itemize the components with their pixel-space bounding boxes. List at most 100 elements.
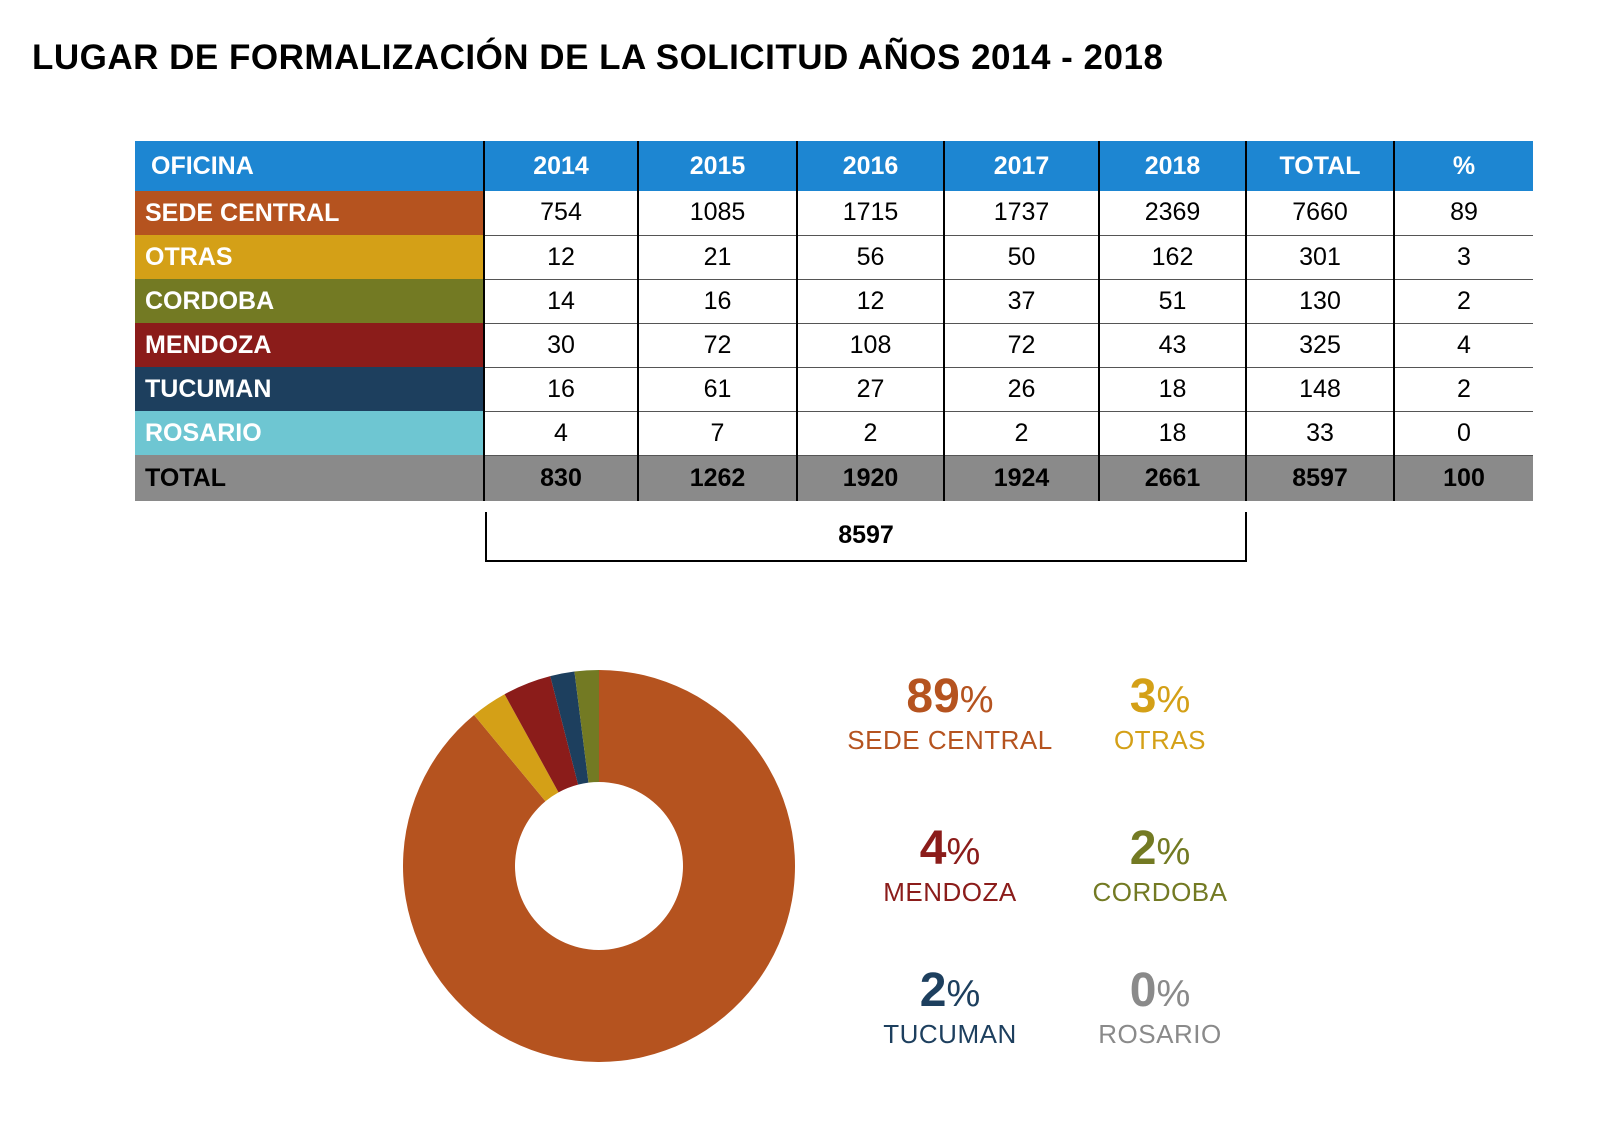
row-label: CORDOBA: [135, 279, 485, 323]
table-cell: 43: [1099, 323, 1247, 368]
table-cell: 33: [1246, 411, 1395, 456]
header-2017: 2017: [944, 141, 1100, 191]
table-cell: 18: [1099, 411, 1247, 456]
row-label: MENDOZA: [135, 323, 485, 367]
donut-slice: [504, 676, 579, 793]
table-cell: 2: [1394, 367, 1533, 412]
table-cell: 4: [1394, 323, 1533, 368]
page-title: LUGAR DE FORMALIZACIÓN DE LA SOLICITUD A…: [32, 38, 1164, 77]
table-cell: 148: [1246, 367, 1395, 412]
legend-percent-value: 2: [919, 964, 947, 1017]
row-label: SEDE CENTRAL: [135, 191, 485, 235]
table-cell: 37: [944, 279, 1100, 324]
header-2016: 2016: [797, 141, 945, 191]
donut-slice: [550, 671, 589, 785]
legend-percent-value: 3: [1129, 670, 1157, 723]
legend-label: OTRAS: [1113, 725, 1207, 755]
header-2015: 2015: [638, 141, 798, 191]
total-cell: 1924: [944, 455, 1100, 501]
header-percent: %: [1394, 141, 1533, 191]
legend-percent: 4%: [820, 824, 1080, 877]
table-cell: 21: [638, 235, 798, 280]
header-oficina: OFICINA: [135, 141, 485, 191]
legend-item: 89% SEDE CENTRAL: [820, 672, 1080, 756]
table-cell: 16: [484, 367, 639, 412]
row-label: OTRAS: [135, 235, 485, 279]
table-cell: 12: [484, 235, 639, 280]
table-row: MENDOZA 30 72 108 72 43 325 4: [135, 323, 1533, 368]
legend-percent-sign: %: [1156, 679, 1191, 721]
table-cell: 18: [1099, 367, 1247, 412]
legend-percent-sign: %: [959, 679, 994, 721]
header-2018: 2018: [1099, 141, 1247, 191]
legend-percent-sign: %: [946, 973, 981, 1015]
table-cell: 72: [944, 323, 1100, 368]
table-row: SEDE CENTRAL 754 1085 1715 1737 2369 7660 89: [135, 191, 1533, 236]
table-cell: 89: [1394, 191, 1533, 236]
table-cell: 12: [797, 279, 945, 324]
table-cell: 72: [638, 323, 798, 368]
total-cell: 2661: [1099, 455, 1247, 501]
legend-percent-value: 0: [1129, 964, 1157, 1017]
table-cell: 301: [1246, 235, 1395, 280]
table-total-row: TOTAL 830 1262 1920 1924 2661 8597 100: [135, 455, 1533, 501]
table-cell: 14: [484, 279, 639, 324]
table-row: TUCUMAN 16 61 27 26 18 148 2: [135, 367, 1533, 412]
total-cell: 8597: [1246, 455, 1395, 501]
legend-percent-sign: %: [1156, 973, 1191, 1015]
table-cell: 130: [1246, 279, 1395, 324]
legend-item: 2% CORDOBA: [1030, 824, 1290, 908]
table-row: CORDOBA 14 16 12 37 51 130 2: [135, 279, 1533, 324]
table-cell: 2: [1394, 279, 1533, 324]
table-cell: 325: [1246, 323, 1395, 368]
header-2014: 2014: [484, 141, 639, 191]
table-cell: 7: [638, 411, 798, 456]
table-row: OTRAS 12 21 56 50 162 301 3: [135, 235, 1533, 280]
donut-slice: [574, 670, 599, 783]
legend-percent-value: 89: [906, 670, 960, 723]
row-label: ROSARIO: [135, 411, 485, 455]
legend-item: 3% OTRAS: [1030, 672, 1290, 756]
legend-percent-sign: %: [1156, 831, 1191, 873]
table-cell: 2: [797, 411, 945, 456]
table-cell: 51: [1099, 279, 1247, 324]
table-cell: 754: [484, 191, 639, 236]
legend-percent: 89%: [820, 672, 1080, 725]
table-cell: 50: [944, 235, 1100, 280]
total-cell: 1920: [797, 455, 945, 501]
table-cell: 7660: [1246, 191, 1395, 236]
legend-percent: 3%: [1030, 672, 1290, 725]
legend-label: SEDE CENTRAL: [847, 725, 1053, 755]
table-cell: 30: [484, 323, 639, 368]
row-label: TUCUMAN: [135, 367, 485, 411]
table-cell: 1085: [638, 191, 798, 236]
grand-total: 8597: [485, 512, 1247, 562]
table-cell: 56: [797, 235, 945, 280]
table-cell: 108: [797, 323, 945, 368]
legend-percent: 0%: [1030, 966, 1290, 1019]
legend-item: 2% TUCUMAN: [820, 966, 1080, 1050]
legend-percent-value: 4: [919, 822, 947, 875]
table-cell: 2369: [1099, 191, 1247, 236]
table-cell: 3: [1394, 235, 1533, 280]
table-header-row: OFICINA 2014 2015 2016 2017 2018 TOTAL %: [135, 141, 1533, 191]
legend-label: TUCUMAN: [883, 1019, 1017, 1049]
legend-percent-sign: %: [946, 831, 981, 873]
table-cell: 4: [484, 411, 639, 456]
legend-percent: 2%: [820, 966, 1080, 1019]
legend-percent: 2%: [1030, 824, 1290, 877]
table-cell: 162: [1099, 235, 1247, 280]
donut-slice: [474, 694, 559, 802]
table-cell: 16: [638, 279, 798, 324]
donut-chart: [403, 670, 795, 1062]
legend-item: 0% ROSARIO: [1030, 966, 1290, 1050]
legend-label: ROSARIO: [1098, 1019, 1222, 1049]
table-cell: 27: [797, 367, 945, 412]
table-cell: 1715: [797, 191, 945, 236]
legend-percent-value: 2: [1129, 822, 1157, 875]
table-cell: 1737: [944, 191, 1100, 236]
data-table: OFICINA 2014 2015 2016 2017 2018 TOTAL %…: [135, 141, 1533, 501]
total-cell: 100: [1394, 455, 1533, 501]
table-cell: 26: [944, 367, 1100, 412]
legend-label: CORDOBA: [1092, 877, 1228, 907]
